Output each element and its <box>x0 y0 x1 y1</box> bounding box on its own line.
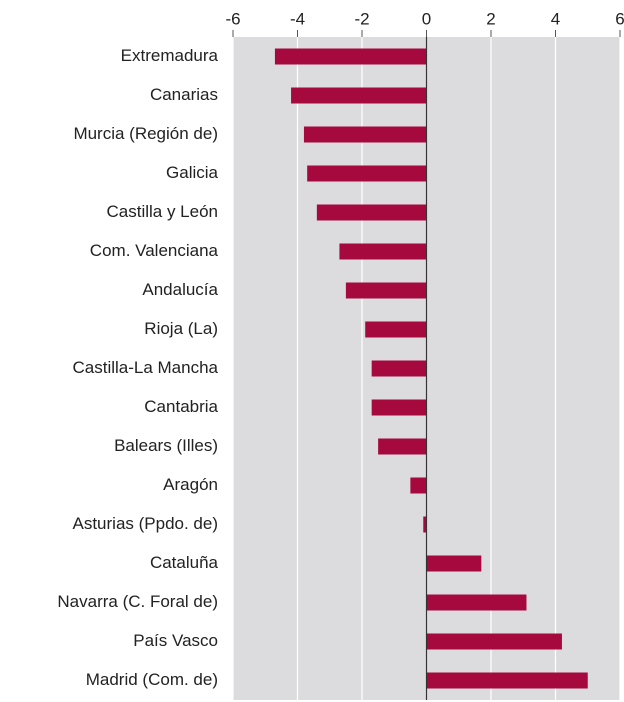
bar <box>307 165 427 182</box>
bar <box>274 48 427 65</box>
y-tick-label: Andalucía <box>142 280 218 299</box>
bar <box>303 126 427 143</box>
y-tick-label: Cantabria <box>144 397 218 416</box>
bar <box>423 516 427 533</box>
x-tick-label: 0 <box>422 9 431 28</box>
bar <box>316 204 427 221</box>
y-tick-label: Com. Valenciana <box>90 241 219 260</box>
bar <box>426 672 588 689</box>
bar <box>410 477 427 494</box>
bar <box>426 633 562 650</box>
x-tick-label: -2 <box>354 9 369 28</box>
y-tick-label: Aragón <box>163 475 218 494</box>
x-tick-label: -4 <box>290 9 305 28</box>
x-tick-label: 6 <box>615 9 624 28</box>
y-tick-label: País Vasco <box>133 631 218 650</box>
bar <box>426 555 482 572</box>
y-tick-label: Castilla-La Mancha <box>72 358 218 377</box>
y-tick-label: Castilla y León <box>106 202 218 221</box>
y-tick-label: Murcia (Región de) <box>73 124 218 143</box>
x-tick-label: 2 <box>486 9 495 28</box>
bar <box>426 594 527 611</box>
bar <box>371 399 427 416</box>
bar <box>339 243 427 260</box>
y-tick-label: Balears (Illes) <box>114 436 218 455</box>
y-tick-label: Canarias <box>150 85 218 104</box>
y-tick-label: Rioja (La) <box>144 319 218 338</box>
y-tick-label: Cataluña <box>150 553 219 572</box>
y-tick-label: Asturias (Ppdo. de) <box>72 514 218 533</box>
bar <box>345 282 427 299</box>
y-tick-label: Extremadura <box>121 46 219 65</box>
x-tick-label: 4 <box>551 9 560 28</box>
bar <box>378 438 427 455</box>
y-tick-label: Navarra (C. Foral de) <box>57 592 218 611</box>
bar <box>371 360 427 377</box>
bar <box>291 87 427 104</box>
y-tick-label: Galicia <box>166 163 219 182</box>
y-tick-label: Madrid (Com. de) <box>86 670 218 689</box>
bar <box>365 321 427 338</box>
x-tick-label: -6 <box>225 9 240 28</box>
